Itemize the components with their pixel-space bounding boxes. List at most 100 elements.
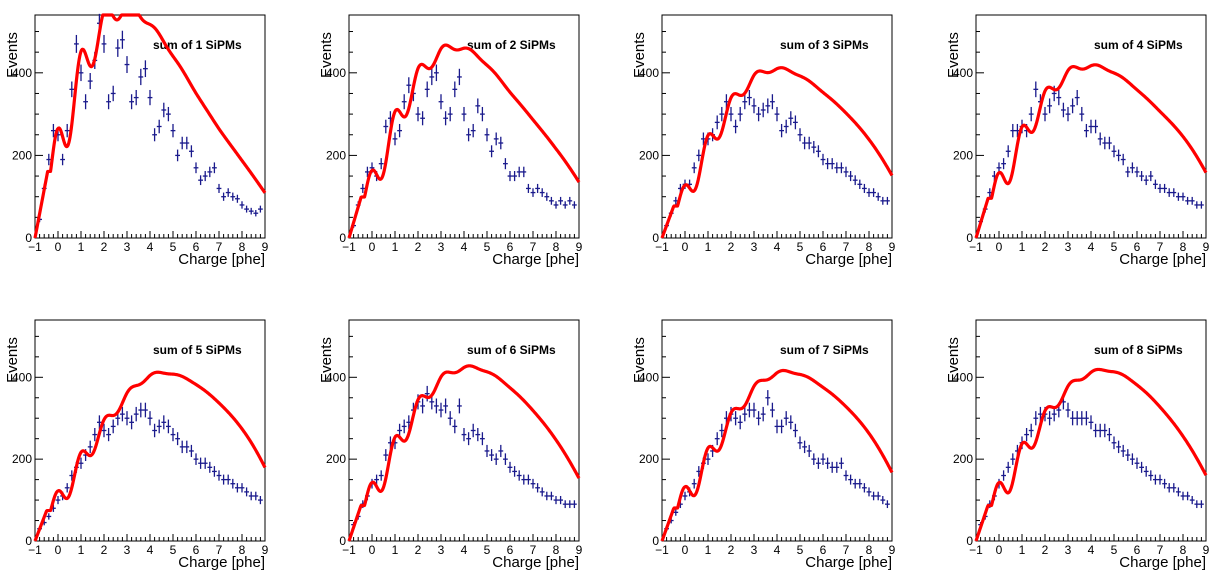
x-tick-label: 3 xyxy=(124,240,131,254)
x-tick-label: 9 xyxy=(262,240,269,254)
y-tick-label: 200 xyxy=(639,148,659,162)
x-tick-label: 5 xyxy=(170,240,177,254)
x-tick-label: 0 xyxy=(55,240,62,254)
x-tick-label: 5 xyxy=(484,543,491,557)
x-tick-label: 4 xyxy=(774,240,781,254)
x-tick-label: 7 xyxy=(1157,543,1164,557)
y-tick-label: 0 xyxy=(339,534,346,548)
x-tick-label: 6 xyxy=(820,240,827,254)
y-tick-label: 400 xyxy=(639,66,659,80)
x-tick-label: 8 xyxy=(1180,240,1187,254)
y-tick-label: 0 xyxy=(652,534,659,548)
x-tick-label: 7 xyxy=(843,543,850,557)
y-tick-label: 400 xyxy=(12,66,32,80)
x-tick-label: 1 xyxy=(392,240,399,254)
x-tick-label: 6 xyxy=(820,543,827,557)
x-tick-label: 2 xyxy=(728,240,735,254)
x-tick-label: 9 xyxy=(576,543,583,557)
y-tick-label: 0 xyxy=(25,231,32,245)
x-axis-label: Charge [phe] xyxy=(492,554,579,571)
y-tick-label: 200 xyxy=(953,148,973,162)
x-tick-label: 7 xyxy=(843,240,850,254)
x-tick-label: 9 xyxy=(262,543,269,557)
x-tick-label: 1 xyxy=(705,240,712,254)
x-tick-label: 7 xyxy=(216,543,223,557)
x-tick-label: 8 xyxy=(553,543,560,557)
x-tick-label: 3 xyxy=(438,240,445,254)
x-tick-label: −1 xyxy=(28,543,42,557)
y-tick-label: 400 xyxy=(326,370,346,384)
y-tick-label: 0 xyxy=(339,231,346,245)
x-tick-label: 3 xyxy=(751,543,758,557)
fit-curve xyxy=(347,364,581,542)
x-tick-label: 8 xyxy=(239,543,246,557)
x-tick-label: 5 xyxy=(797,543,804,557)
x-tick-label: 1 xyxy=(705,543,712,557)
y-axis-label: Events xyxy=(318,337,335,383)
y-tick-label: 400 xyxy=(326,66,346,80)
fit-curve xyxy=(33,370,267,542)
y-tick-label: 0 xyxy=(966,534,973,548)
x-tick-label: 1 xyxy=(392,543,399,557)
y-tick-label: 200 xyxy=(12,452,32,466)
panel-title: sum of 7 SiPMs xyxy=(780,343,869,357)
x-axis-label: Charge [phe] xyxy=(1119,554,1206,571)
x-tick-label: 1 xyxy=(1019,543,1026,557)
x-tick-label: 2 xyxy=(101,240,108,254)
x-tick-label: 3 xyxy=(751,240,758,254)
x-tick-label: 1 xyxy=(78,240,85,254)
y-tick-label: 400 xyxy=(12,370,32,384)
x-tick-label: 6 xyxy=(193,240,200,254)
x-tick-label: 4 xyxy=(1088,543,1095,557)
x-tick-label: 0 xyxy=(369,240,376,254)
x-tick-label: 5 xyxy=(1111,543,1118,557)
x-tick-label: −1 xyxy=(655,543,669,557)
x-tick-label: 2 xyxy=(1042,543,1049,557)
y-tick-label: 0 xyxy=(25,534,32,548)
x-tick-label: 9 xyxy=(576,240,583,254)
x-tick-label: 8 xyxy=(1180,543,1187,557)
x-tick-label: 3 xyxy=(438,543,445,557)
y-tick-label: 200 xyxy=(639,452,659,466)
fit-curve xyxy=(660,368,894,542)
x-tick-label: 4 xyxy=(147,240,154,254)
x-tick-label: 2 xyxy=(415,543,422,557)
x-tick-label: 6 xyxy=(507,543,514,557)
x-axis-label: Charge [phe] xyxy=(492,251,579,268)
x-tick-label: 4 xyxy=(461,543,468,557)
x-tick-label: 7 xyxy=(530,240,537,254)
x-tick-label: 1 xyxy=(78,543,85,557)
panel-title: sum of 5 SiPMs xyxy=(153,343,242,357)
panel-title: sum of 4 SiPMs xyxy=(1094,38,1183,52)
x-tick-label: 4 xyxy=(1088,240,1095,254)
y-axis-label: Events xyxy=(631,32,648,78)
y-tick-label: 200 xyxy=(326,148,346,162)
x-tick-label: 5 xyxy=(484,240,491,254)
x-tick-label: −1 xyxy=(342,240,356,254)
y-axis-label: Events xyxy=(4,337,21,383)
y-axis-label: Events xyxy=(945,337,962,383)
x-tick-label: −1 xyxy=(342,543,356,557)
y-tick-label: 200 xyxy=(326,452,346,466)
x-axis-label: Charge [phe] xyxy=(178,554,265,571)
x-tick-label: 3 xyxy=(1065,240,1072,254)
x-tick-label: 5 xyxy=(170,543,177,557)
panel-title: sum of 3 SiPMs xyxy=(780,38,869,52)
fit-curve xyxy=(347,43,581,239)
x-tick-label: 7 xyxy=(1157,240,1164,254)
y-tick-label: 400 xyxy=(639,370,659,384)
y-tick-label: 0 xyxy=(966,231,973,245)
x-tick-label: −1 xyxy=(655,240,669,254)
x-tick-label: 7 xyxy=(216,240,223,254)
y-tick-label: 400 xyxy=(953,370,973,384)
x-axis-label: Charge [phe] xyxy=(805,554,892,571)
x-tick-label: 0 xyxy=(996,543,1003,557)
x-tick-label: 0 xyxy=(55,543,62,557)
fit-curve xyxy=(33,13,267,239)
